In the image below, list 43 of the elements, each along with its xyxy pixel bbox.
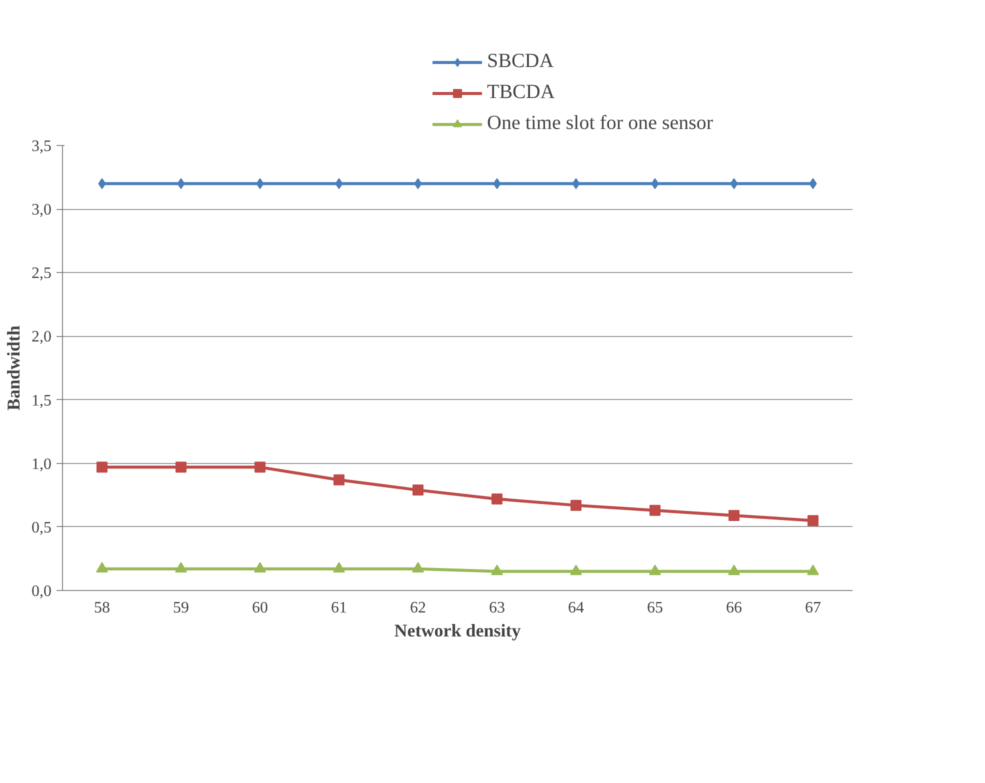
x-tick-label: 58 xyxy=(94,600,110,616)
x-tick-label: 67 xyxy=(805,600,821,616)
x-tick-label: 63 xyxy=(489,600,505,616)
x-tick-label: 64 xyxy=(568,600,584,616)
x-tick-label: 59 xyxy=(173,600,189,616)
x-tick-label: 61 xyxy=(331,600,347,616)
point xyxy=(412,562,424,573)
x-tick-label: 60 xyxy=(252,600,268,616)
point xyxy=(254,562,266,573)
y-tick-label: 1,5 xyxy=(32,392,52,410)
point xyxy=(176,462,186,473)
point xyxy=(807,564,819,576)
point xyxy=(334,474,344,486)
y-tick-label: 0,5 xyxy=(32,519,52,536)
point xyxy=(96,562,108,573)
y-tick-label: 3,0 xyxy=(32,202,52,219)
point xyxy=(492,493,502,504)
y-tick-label: 0,0 xyxy=(32,583,52,600)
y-tick-label: 1,0 xyxy=(32,456,52,473)
point xyxy=(649,564,661,576)
legend-label: TBCDA xyxy=(487,81,555,104)
y-tick-label: 2,5 xyxy=(32,265,52,282)
y-tick-label: 3,5 xyxy=(32,138,52,155)
point xyxy=(491,564,503,576)
x-axis-title: Network density xyxy=(394,620,521,640)
point xyxy=(175,562,187,573)
point xyxy=(728,564,740,576)
point xyxy=(728,510,740,521)
point xyxy=(254,462,266,473)
point xyxy=(650,504,660,516)
legend-label: One time slot for one sensor xyxy=(487,112,714,135)
y-axis-title: Bandwidth xyxy=(4,325,24,411)
legend-label: SBCDA xyxy=(487,50,554,73)
point xyxy=(333,562,345,573)
x-tick-label: 66 xyxy=(726,600,742,616)
point xyxy=(570,500,582,511)
point xyxy=(808,515,818,526)
point xyxy=(570,564,582,576)
point xyxy=(412,484,424,496)
y-tick-label: 2,0 xyxy=(32,328,52,346)
x-tick-label: 62 xyxy=(410,600,426,616)
x-tick-label: 65 xyxy=(647,600,663,616)
point xyxy=(96,462,108,473)
